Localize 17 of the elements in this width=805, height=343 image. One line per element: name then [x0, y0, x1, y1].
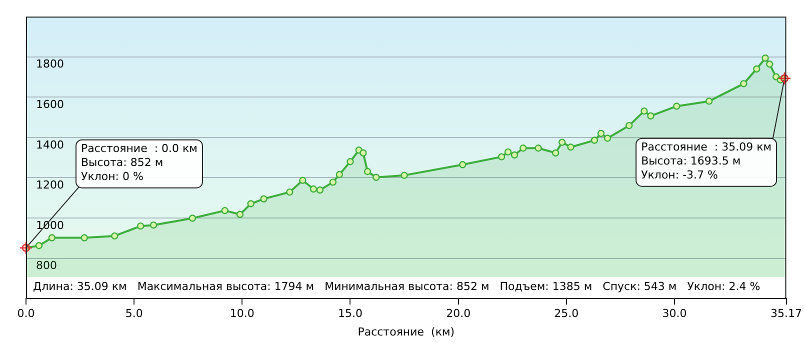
x-tick-label: 35.17 — [770, 307, 802, 320]
y-tick-label: 1800 — [36, 58, 64, 71]
x-tick-label: 25.0 — [554, 307, 579, 320]
annotation: Длина: 35.09 км Максимальная высота: 1794 м Минимальная высота: 852 м Подъем: 1385 м Спуск: 543 м Уклон: 2.4 % — [27, 276, 786, 298]
x-tick-label: 30.0 — [662, 307, 687, 320]
y-tick-label: 800 — [36, 259, 57, 272]
y-tick-label: 1400 — [36, 138, 64, 152]
y-tick-label: 1200 — [36, 178, 64, 192]
x-tick-label: 15.0 — [338, 307, 362, 320]
annotation: Расстояние : 35.09 км Высота: 1693.5 м Уклон: -3.7 % — [641, 140, 772, 182]
x-tick-label: 20.0 — [446, 307, 471, 320]
annotation: Расстояние : 0.0 км Высота: 852 м Уклон: 0 % — [81, 142, 198, 184]
x-tick-label: 10.0 — [230, 307, 254, 320]
x-tick-label: 0.0 — [17, 307, 35, 320]
x-axis-title: Расстояние (км) — [358, 325, 455, 338]
y-tick-label: 1600 — [36, 98, 64, 112]
x-tick-label: 5.0 — [125, 307, 143, 320]
